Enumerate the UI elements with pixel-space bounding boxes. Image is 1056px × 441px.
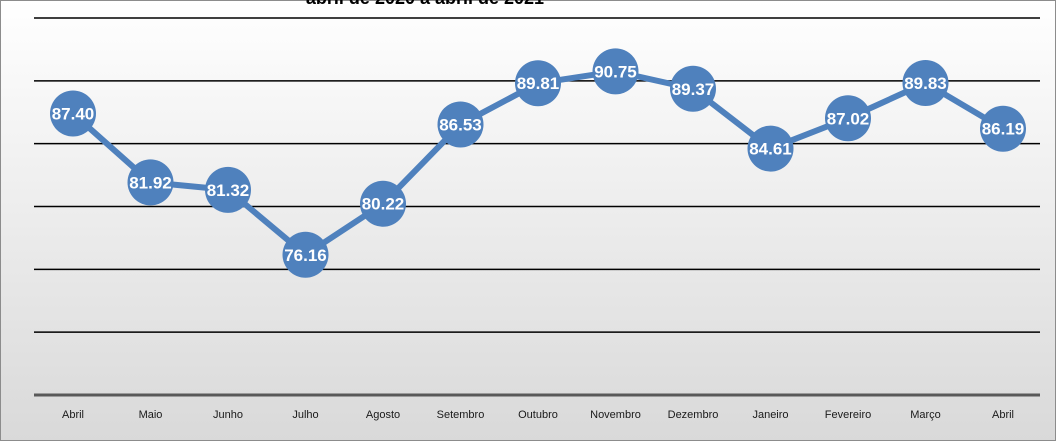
data-point: [127, 159, 174, 206]
data-label: 89.83: [904, 74, 947, 93]
x-tick-label: Junho: [213, 409, 243, 421]
data-label: 87.40: [52, 105, 95, 124]
data-label: 76.16: [284, 246, 327, 265]
x-tick-label: Maio: [139, 409, 163, 421]
data-labels: 87.40 81.92 81.32 76.16 80.22 86.53 89.81 90.75…: [52, 62, 1025, 264]
data-point: [437, 101, 484, 148]
data-point: [205, 166, 251, 213]
x-tick-label: Abril: [62, 409, 84, 421]
data-label: 89.37: [672, 80, 715, 99]
x-tick-label: Julho: [292, 409, 318, 421]
x-tick-label: Dezembro: [668, 409, 719, 421]
data-point: [980, 105, 1026, 152]
data-label: 80.22: [362, 195, 405, 214]
data-label: 81.92: [129, 173, 172, 192]
series-layer: [50, 48, 1026, 278]
data-label: 89.81: [517, 74, 560, 93]
x-tick-label: Fevereiro: [825, 409, 871, 421]
x-tick-label: Outubro: [518, 409, 558, 421]
x-tick-label: Janeiro: [752, 409, 788, 421]
chart-title: abril de 2020 a abril de 2021: [306, 0, 544, 8]
data-point: [747, 125, 794, 172]
x-tick-label: Setembro: [437, 409, 485, 421]
data-point: [902, 59, 949, 106]
data-point: [360, 180, 406, 227]
data-label: 84.61: [749, 140, 792, 159]
x-tick-label: Março: [910, 409, 941, 421]
x-tick-label: Agosto: [366, 409, 400, 421]
data-label: 87.02: [827, 109, 870, 128]
data-label: 81.32: [207, 181, 250, 200]
data-point: [670, 65, 716, 112]
data-label: 90.75: [594, 62, 637, 81]
data-point: [825, 95, 871, 142]
data-point: [50, 90, 96, 137]
data-point: [282, 231, 329, 278]
x-tick-labels: Abril Maio Junho Julho Agosto Setembro Outubro…: [62, 409, 1014, 421]
data-label: 86.19: [982, 120, 1025, 139]
data-point: [592, 48, 639, 95]
x-tick-label: Novembro: [590, 409, 641, 421]
x-tick-label: Abril: [992, 409, 1014, 421]
data-point: [515, 60, 561, 107]
data-label: 86.53: [439, 115, 482, 134]
